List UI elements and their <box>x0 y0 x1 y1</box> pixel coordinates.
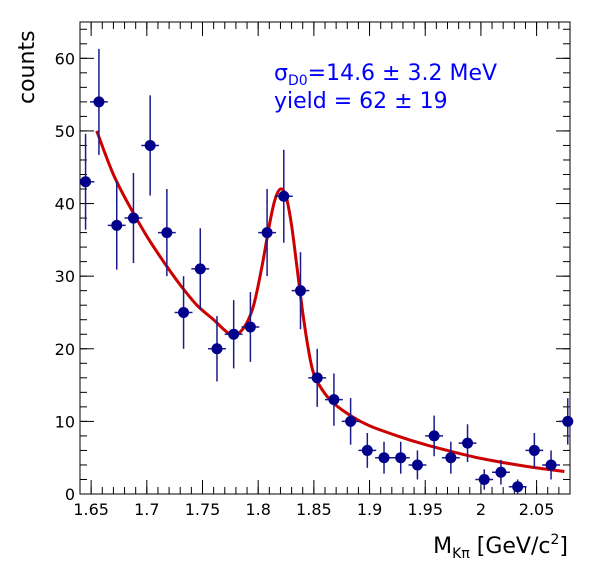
point-marker <box>144 139 156 151</box>
point-marker <box>411 459 423 471</box>
data-point <box>475 469 494 490</box>
y-axis-title: counts <box>15 30 40 104</box>
data-point <box>157 189 176 277</box>
data-point <box>191 228 210 310</box>
point-marker <box>127 212 139 224</box>
point-marker <box>261 227 273 239</box>
y-tick-label: 10 <box>55 412 75 431</box>
point-marker <box>445 452 457 464</box>
point-marker <box>295 285 306 297</box>
x-tick-label: 1.95 <box>407 500 443 519</box>
data-point <box>525 433 544 468</box>
data-point <box>274 149 293 243</box>
point-marker <box>80 176 92 188</box>
y-axis-tick-labels: 0 10 20 30 40 50 60 <box>55 49 75 504</box>
point-marker <box>194 263 206 275</box>
point-marker <box>244 321 256 333</box>
x-tick-label: 1.8 <box>245 500 270 519</box>
x-tick-label: 1.75 <box>185 500 221 519</box>
x-axis-title-main: M <box>433 534 452 559</box>
x-axis-tick-labels: 1.65 1.7 1.75 1.8 1.85 1.9 1.95 2 2.05 <box>73 500 554 519</box>
data-points-layer <box>80 48 574 494</box>
point-marker <box>93 96 105 108</box>
x-tick-label: 1.9 <box>357 500 382 519</box>
data-point <box>492 459 510 485</box>
data-point <box>90 48 108 155</box>
data-point <box>341 398 360 445</box>
point-marker <box>462 437 474 449</box>
x-tick-label: 1.7 <box>134 500 159 519</box>
data-point <box>258 189 276 277</box>
point-marker <box>512 481 524 493</box>
y-tick-label: 0 <box>65 485 75 504</box>
data-point <box>375 441 393 474</box>
data-point <box>458 424 477 463</box>
point-marker <box>528 444 540 456</box>
x-tick-label: 2.05 <box>519 500 555 519</box>
data-point <box>558 398 574 445</box>
data-point <box>208 316 226 382</box>
x-axis-title: MKπ [GeV/c2] <box>433 532 568 562</box>
y-tick-label: 30 <box>55 267 75 286</box>
point-marker <box>495 466 507 478</box>
data-point <box>124 173 143 264</box>
x-tick-label: 1.85 <box>296 500 332 519</box>
data-point <box>80 133 95 230</box>
point-marker <box>311 372 323 384</box>
data-point <box>308 348 327 407</box>
point-marker <box>545 459 557 471</box>
point-marker <box>278 190 290 202</box>
x-tick-label: 1.65 <box>73 500 109 519</box>
data-point <box>542 450 560 480</box>
x-axis-title-units-close: ] <box>559 534 568 559</box>
data-point <box>508 479 527 494</box>
data-point <box>224 300 243 369</box>
data-point <box>391 441 410 474</box>
sigma-value: =14.6 ± 3.2 MeV <box>308 61 497 86</box>
point-marker <box>428 430 440 442</box>
point-marker <box>562 415 574 427</box>
data-point <box>358 433 377 468</box>
data-point <box>325 373 343 426</box>
point-marker <box>161 227 173 239</box>
point-marker <box>345 415 357 427</box>
point-marker <box>111 219 123 231</box>
yield-annotation: yield = 62 ± 19 <box>274 89 448 114</box>
sigma-symbol: σ <box>274 61 288 86</box>
point-marker <box>478 473 490 485</box>
y-tick-label: 60 <box>55 49 75 68</box>
point-marker <box>178 306 190 318</box>
sigma-annotation: σD0=14.6 ± 3.2 MeV <box>274 61 497 89</box>
data-point <box>141 95 160 196</box>
sigma-subscript: D0 <box>288 73 308 89</box>
y-tick-label: 50 <box>55 122 75 141</box>
data-point <box>425 415 444 457</box>
x-tick-label: 2 <box>476 500 486 519</box>
point-marker <box>328 394 340 406</box>
data-point <box>241 292 260 362</box>
x-axis-title-sub: Kπ <box>452 546 470 562</box>
y-tick-label: 40 <box>55 195 75 214</box>
point-marker <box>378 452 390 464</box>
x-axis-title-units-sup: 2 <box>550 532 559 548</box>
point-marker <box>395 452 407 464</box>
y-tick-label: 20 <box>55 340 75 359</box>
x-axis-title-units: [GeV/c <box>470 534 551 559</box>
point-marker <box>211 343 223 355</box>
data-point <box>107 181 126 270</box>
fit-curve <box>95 130 565 473</box>
point-marker <box>361 444 373 456</box>
data-point <box>441 441 460 474</box>
fit-curve-layer <box>95 130 565 473</box>
data-point <box>408 450 427 480</box>
x-axis-ticks <box>79 22 571 494</box>
data-point <box>174 276 193 349</box>
point-marker <box>228 328 240 340</box>
data-point <box>291 252 310 330</box>
